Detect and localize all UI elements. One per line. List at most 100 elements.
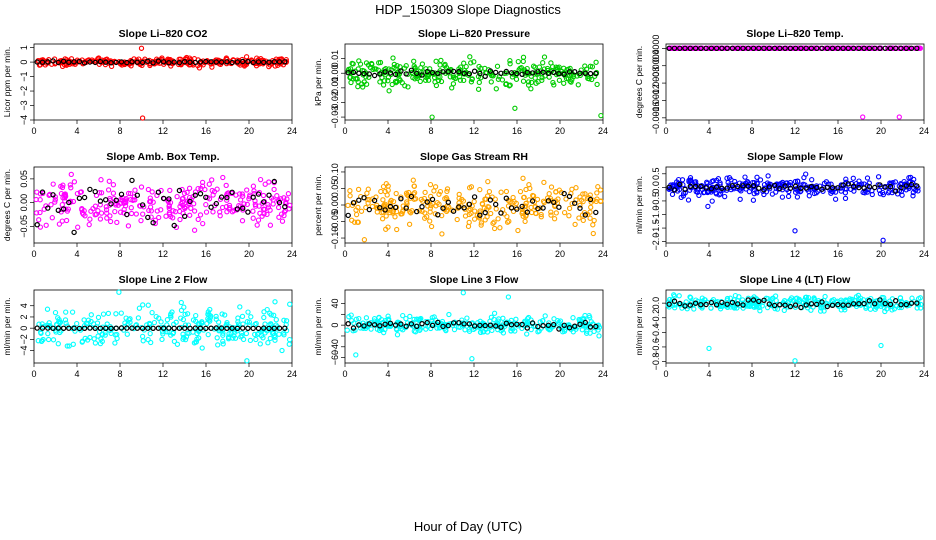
x-tick-label: 8 [749, 369, 754, 379]
data-point [713, 191, 719, 197]
hourly-point [835, 45, 841, 52]
data-point [178, 299, 184, 306]
data-point [522, 218, 528, 225]
data-point [380, 82, 387, 88]
hourly-point [218, 194, 225, 200]
hourly-point [97, 198, 104, 204]
y-tick-label: −2.0 [651, 233, 661, 251]
data-point [385, 313, 391, 319]
hourly-point [840, 182, 846, 188]
hourly-point [134, 59, 140, 65]
x-tick-label: 0 [342, 126, 347, 136]
hourly-point [872, 301, 878, 307]
hourly-point [756, 45, 762, 52]
hourly-point [850, 45, 857, 52]
data-point [538, 214, 544, 220]
data-point [541, 199, 547, 206]
data-point [801, 174, 807, 181]
y-tick-label: 1 [19, 45, 29, 50]
data-point [486, 188, 493, 195]
data-point [272, 337, 278, 343]
data-point [427, 218, 433, 224]
hourly-point [266, 59, 272, 65]
data-point [594, 196, 600, 202]
data-point [501, 211, 507, 217]
hourly-point [403, 71, 409, 77]
hourly-point [493, 201, 499, 208]
data-point [153, 313, 159, 320]
x-tick-label: 24 [919, 249, 929, 259]
x-tick-label: 12 [469, 126, 479, 136]
data-point [353, 211, 360, 218]
y-tick-label: −0.0016 [651, 101, 661, 134]
data-point [393, 79, 399, 86]
hourly-point [671, 45, 678, 52]
hourly-point [914, 300, 920, 306]
data-point [452, 75, 459, 82]
data-point [580, 191, 586, 197]
data-point [544, 65, 551, 72]
hourly-point [687, 45, 694, 52]
data-point [255, 217, 262, 223]
data-point [525, 82, 532, 88]
hourly-point [102, 325, 109, 331]
data-point [102, 332, 108, 338]
hourly-point [398, 195, 404, 202]
data-point [575, 82, 581, 88]
hourly-point [81, 325, 88, 331]
hourly-point [45, 325, 51, 331]
data-point [184, 198, 191, 204]
panel-9: Slope Line 4 (LT) Flow 0 4 8 12 16 20 24 0.0−0.2… [634, 274, 929, 379]
hourly-point [482, 209, 488, 216]
data-point [383, 66, 389, 72]
plot-frame [33, 43, 293, 121]
data-point [181, 204, 188, 211]
panel-title: Slope Sample Flow [747, 151, 844, 163]
hourly-point [514, 321, 520, 327]
hourly-point [792, 302, 799, 308]
hourly-point [903, 45, 910, 52]
data-point [181, 304, 187, 310]
data-point [544, 195, 551, 201]
data-point [95, 208, 101, 214]
panel-3: Slope Li–820 Temp.0 4 8 12 16 20 240.0000−0.00… [634, 28, 929, 136]
hourly-point [792, 183, 799, 189]
data-point [674, 188, 681, 194]
data-point [62, 193, 69, 200]
data-point [491, 225, 498, 232]
data-point [147, 198, 154, 204]
data-point [589, 76, 595, 83]
x-tick-label: 12 [158, 126, 168, 136]
data-point [399, 211, 405, 217]
data-point [774, 45, 781, 51]
data-point [224, 197, 230, 203]
panel-title: Slope Amb. Box Temp. [106, 151, 219, 163]
hourly-point [45, 59, 51, 65]
hourly-point [176, 187, 183, 194]
data-point [217, 213, 223, 219]
data-point [210, 209, 216, 215]
data-point [105, 187, 112, 193]
series-black [345, 319, 599, 332]
hourly-point [408, 67, 415, 74]
hourly-point [108, 201, 114, 207]
data-point [55, 341, 61, 347]
data-point [388, 197, 394, 204]
y-tick-label: −1 [19, 71, 29, 81]
hourly-point [698, 183, 704, 190]
hourly-point [361, 194, 367, 201]
hourly-point [824, 45, 831, 52]
hourly-point [440, 69, 446, 75]
data-point [467, 54, 473, 60]
data-point [137, 203, 143, 209]
data-point [160, 331, 166, 337]
data-point [847, 45, 853, 51]
outlier-point [139, 115, 146, 121]
hourly-point [403, 323, 409, 329]
data-point [159, 336, 165, 343]
data-point [750, 197, 757, 203]
y-tick-label: 0 [330, 323, 340, 328]
data-point [909, 295, 915, 301]
data-point [199, 345, 205, 351]
data-point [110, 190, 117, 196]
